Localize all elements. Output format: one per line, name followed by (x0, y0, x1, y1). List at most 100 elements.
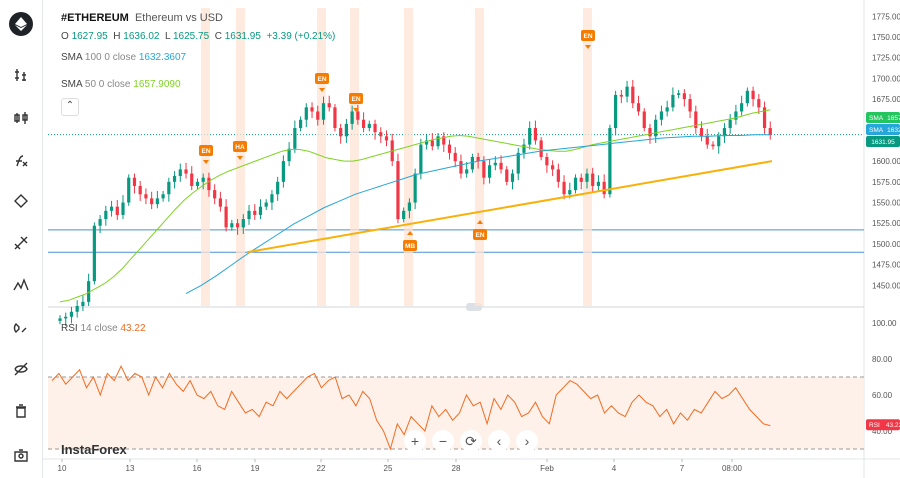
candle[interactable] (373, 123, 377, 133)
candle[interactable] (121, 202, 125, 215)
candle[interactable] (253, 210, 257, 215)
screenshot-icon[interactable] (6, 440, 36, 470)
candle[interactable] (447, 144, 452, 153)
signal-label-en[interactable] (473, 229, 487, 240)
candle[interactable] (213, 190, 217, 199)
candle[interactable] (367, 123, 371, 129)
candle[interactable] (178, 169, 182, 177)
candle[interactable] (602, 181, 606, 195)
candle[interactable] (195, 181, 200, 186)
candle[interactable] (551, 165, 555, 170)
candle[interactable] (636, 103, 641, 112)
candle[interactable] (184, 169, 188, 174)
scroll-left-button[interactable]: ‹ (488, 430, 510, 452)
candle[interactable] (430, 140, 434, 147)
candle[interactable] (293, 128, 297, 149)
candle[interactable] (591, 173, 595, 186)
signal-label-ha[interactable] (233, 141, 247, 152)
candle[interactable] (69, 311, 74, 317)
candle[interactable] (522, 144, 526, 153)
zoom-in-button[interactable]: + (404, 430, 426, 452)
candle[interactable] (614, 94, 618, 129)
candle[interactable] (659, 111, 664, 120)
candle[interactable] (705, 136, 709, 145)
candle[interactable] (264, 202, 268, 207)
candle[interactable] (694, 111, 698, 129)
candle[interactable] (717, 136, 721, 147)
candle[interactable] (568, 190, 572, 195)
candle[interactable] (488, 165, 492, 178)
candle[interactable] (350, 111, 354, 124)
candle[interactable] (699, 128, 704, 137)
drawing-icon[interactable] (6, 186, 36, 216)
candle[interactable] (665, 107, 669, 112)
candle[interactable] (155, 198, 159, 205)
reset-button[interactable]: ⟳ (460, 430, 482, 452)
candle[interactable] (167, 181, 171, 195)
candle[interactable] (356, 111, 360, 120)
candle[interactable] (751, 90, 755, 100)
candle[interactable] (757, 99, 761, 108)
candle[interactable] (298, 119, 303, 129)
candle[interactable] (58, 318, 62, 321)
candle[interactable] (92, 225, 96, 282)
candle[interactable] (258, 206, 263, 215)
candle[interactable] (316, 111, 320, 120)
sma50-legend[interactable]: SMA 50 0 close 1657.9090 (61, 79, 181, 90)
candle[interactable] (304, 107, 308, 120)
candle[interactable] (150, 198, 154, 205)
candle[interactable] (104, 210, 108, 220)
candle[interactable] (144, 194, 148, 199)
candle[interactable] (138, 185, 142, 195)
candle[interactable] (728, 119, 732, 129)
patterns-icon[interactable] (6, 270, 36, 300)
candle[interactable] (642, 111, 646, 129)
candle[interactable] (528, 128, 532, 145)
candle[interactable] (545, 157, 549, 166)
candle[interactable] (339, 128, 343, 137)
candle[interactable] (539, 140, 543, 157)
trend-line[interactable] (246, 160, 773, 254)
candle[interactable] (247, 210, 251, 220)
candle[interactable] (201, 177, 205, 182)
candle[interactable] (270, 194, 274, 203)
candle[interactable] (740, 103, 744, 112)
candle[interactable] (573, 177, 578, 191)
candle[interactable] (505, 169, 509, 182)
sma50-line[interactable] (59, 109, 771, 303)
candle[interactable] (413, 173, 417, 203)
candle[interactable] (230, 223, 234, 228)
candle[interactable] (396, 161, 400, 220)
candle[interactable] (585, 173, 589, 182)
candle[interactable] (161, 194, 165, 199)
logo-icon[interactable] (9, 12, 33, 36)
collapse-legend-button[interactable]: ⌃ (61, 98, 79, 116)
candle[interactable] (361, 119, 366, 129)
candle[interactable] (310, 107, 314, 112)
candle[interactable] (224, 206, 228, 228)
candle[interactable] (671, 94, 675, 108)
sma100-legend[interactable]: SMA 100 0 close 1632.3607 (61, 52, 187, 63)
candle[interactable] (419, 144, 423, 174)
candle[interactable] (287, 148, 291, 162)
line-tools-icon[interactable] (6, 228, 36, 258)
candle[interactable] (407, 202, 412, 211)
candle[interactable] (64, 316, 68, 319)
candle[interactable] (327, 103, 331, 108)
candle[interactable] (682, 93, 686, 100)
candle[interactable] (281, 161, 285, 182)
candle[interactable] (75, 306, 79, 312)
zoom-out-button[interactable]: − (432, 430, 454, 452)
candle[interactable] (579, 177, 583, 182)
candle[interactable] (493, 162, 497, 166)
delete-drawings-icon[interactable] (6, 396, 36, 426)
hide-drawings-icon[interactable] (6, 354, 36, 384)
candle[interactable] (562, 181, 566, 195)
candle[interactable] (384, 136, 389, 141)
candle[interactable] (379, 132, 383, 137)
candle[interactable] (81, 301, 85, 306)
candle[interactable] (424, 140, 429, 145)
signal-label-en[interactable] (199, 145, 213, 156)
candle[interactable] (734, 111, 738, 120)
candle[interactable] (677, 93, 681, 95)
